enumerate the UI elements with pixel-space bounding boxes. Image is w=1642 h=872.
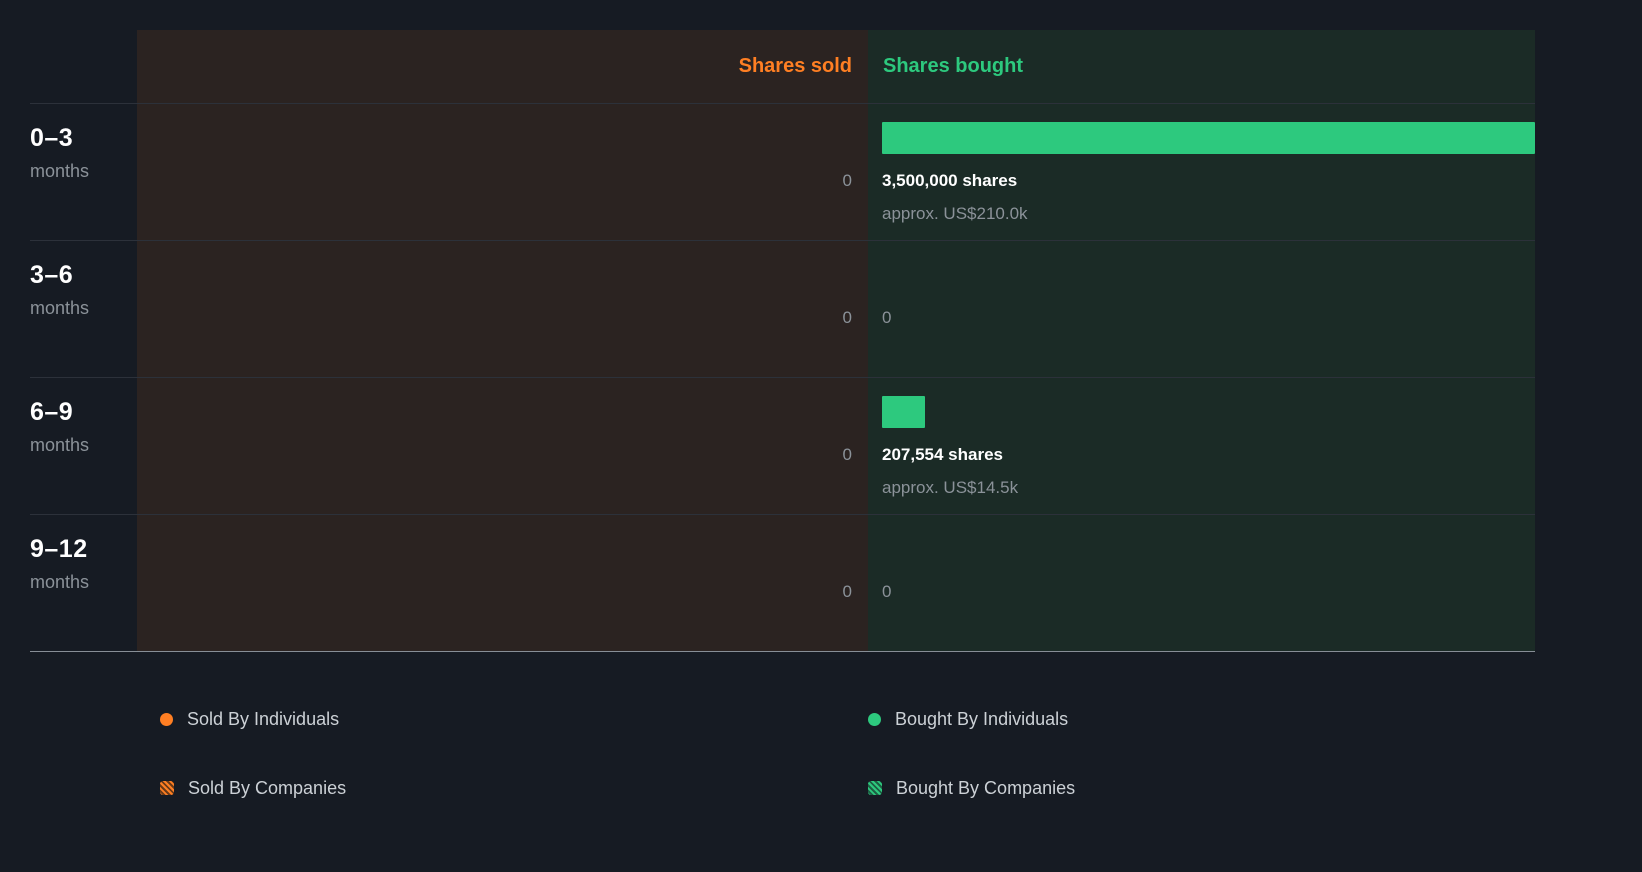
header-row: Shares sold Shares bought (30, 30, 1535, 103)
bought-zero-value: 0 (882, 308, 892, 327)
period-range: 6–9 (30, 398, 74, 426)
shares-bought-header-cell: Shares bought (868, 30, 1535, 103)
legend-bought-column: Bought By Individuals Bought By Companie… (868, 704, 1535, 842)
trading-table: Shares sold Shares bought 0–3 months 0 (30, 30, 1535, 651)
bought-approx-label: approx. US$210.0k (882, 204, 1028, 223)
legend-sold-companies: Sold By Companies (160, 773, 868, 803)
sold-bar-slot (137, 122, 852, 154)
sold-cell: 0 (137, 515, 868, 651)
bought-bar-slot (882, 533, 1535, 565)
sold-value: 0 (842, 171, 852, 190)
period-unit: months (30, 435, 90, 455)
sold-value: 0 (842, 308, 852, 327)
sold-bar-slot (137, 396, 852, 428)
bought-individuals-dot-icon (868, 712, 881, 726)
bought-companies-hatch-icon (868, 781, 882, 795)
period-label: 0–3 months (30, 104, 137, 240)
legend-label: Sold By Companies (188, 777, 347, 798)
sold-cell: 0 (137, 378, 868, 514)
bought-shares-label: 3,500,000 shares (882, 171, 1018, 190)
period-unit: months (30, 572, 90, 592)
bought-bar-slot (882, 396, 1535, 428)
bought-bar[interactable] (882, 122, 1535, 154)
legend-sold-column: Sold By Individuals Sold By Companies (30, 704, 868, 842)
bought-cell: 3,500,000 shares approx. US$210.0k (868, 104, 1535, 240)
table-row: 0–3 months 0 3,500,000 shares approx. (30, 103, 1535, 240)
sold-bar-slot (137, 533, 852, 565)
header-label-spacer (30, 30, 137, 103)
legend-bought-individuals: Bought By Individuals (868, 704, 1535, 734)
sold-value: 0 (842, 445, 852, 464)
legend-label: Bought By Individuals (895, 708, 1069, 729)
period-label: 3–6 months (30, 241, 137, 377)
legend-label: Sold By Individuals (187, 708, 340, 729)
bought-cell: 0 (868, 515, 1535, 651)
table-row: 3–6 months 0 0 (30, 240, 1535, 377)
shares-bought-header: Shares bought (883, 55, 1024, 77)
axis-baseline (30, 651, 1535, 652)
sold-cell: 0 (137, 241, 868, 377)
legend-sold-individuals: Sold By Individuals (160, 704, 868, 734)
shares-sold-header-cell: Shares sold (137, 30, 868, 103)
period-range: 9–12 (30, 535, 88, 563)
table-row: 6–9 months 0 207,554 shares approx. U (30, 377, 1535, 514)
bought-shares-label: 207,554 shares (882, 445, 1003, 464)
sold-individuals-dot-icon (160, 712, 173, 726)
bought-bar-slot (882, 122, 1535, 154)
table-row: 9–12 months 0 0 (30, 514, 1535, 651)
period-label: 9–12 months (30, 515, 137, 651)
bought-zero-value: 0 (882, 582, 892, 601)
sold-companies-hatch-icon (160, 781, 174, 795)
bought-cell: 207,554 shares approx. US$14.5k (868, 378, 1535, 514)
period-range: 3–6 (30, 261, 74, 289)
legend: Sold By Individuals Sold By Companies Bo… (30, 704, 1535, 842)
sold-cell: 0 (137, 104, 868, 240)
legend-bought-companies: Bought By Companies (868, 773, 1535, 803)
period-label: 6–9 months (30, 378, 137, 514)
shares-sold-header: Shares sold (738, 55, 852, 77)
sold-bar-slot (137, 259, 852, 291)
period-range: 0–3 (30, 124, 74, 152)
bought-bar[interactable] (882, 396, 926, 428)
sold-value: 0 (842, 582, 852, 601)
period-unit: months (30, 161, 90, 181)
legend-label: Bought By Companies (896, 777, 1076, 798)
bought-cell: 0 (868, 241, 1535, 377)
bought-bar-slot (882, 259, 1535, 291)
period-unit: months (30, 298, 90, 318)
bought-approx-label: approx. US$14.5k (882, 478, 1019, 497)
